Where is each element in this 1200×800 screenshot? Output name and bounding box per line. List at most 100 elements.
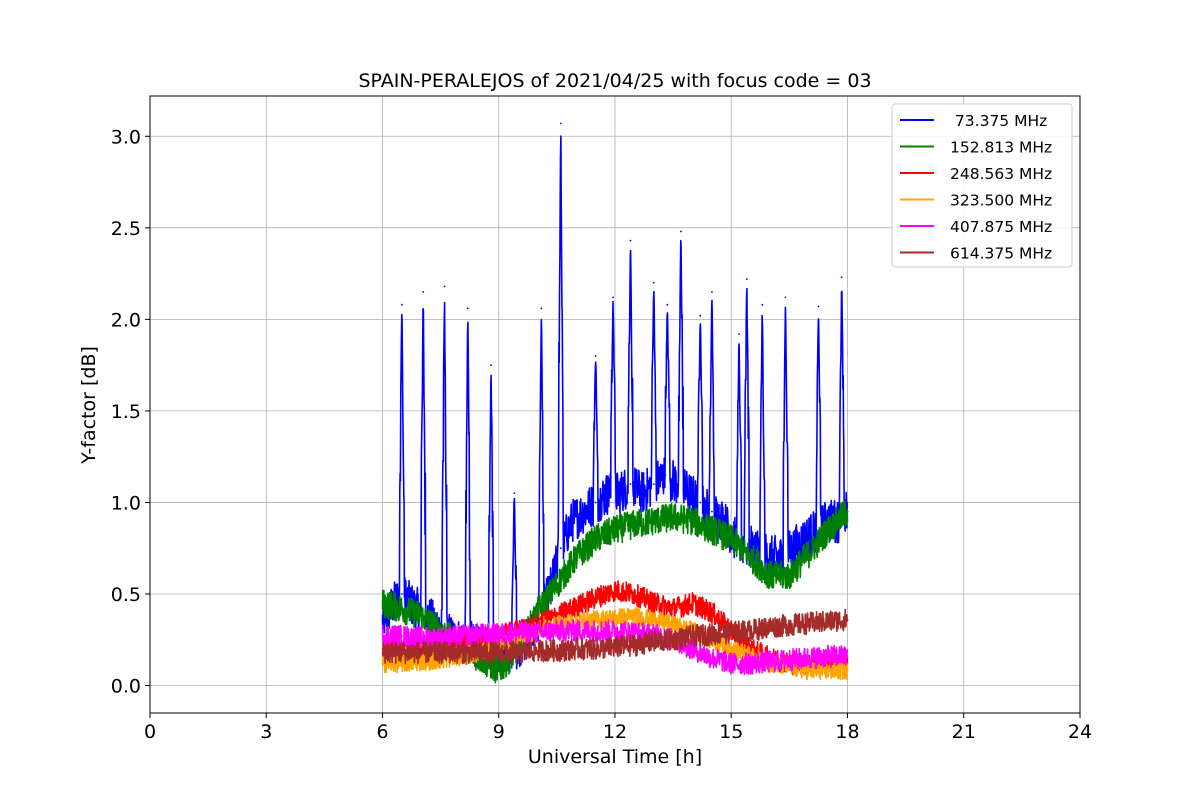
data-point [633,615,636,617]
y-tick-label: 3.0 [111,126,141,148]
data-point [517,651,519,654]
data-point [846,670,849,672]
data-point [672,638,674,641]
data-series [381,122,849,684]
spike-point [401,303,403,306]
data-point [420,637,423,639]
data-point [804,538,806,540]
data-point [556,629,558,632]
data-point [827,670,829,672]
data-point [807,670,810,672]
data-point [459,635,461,637]
series-line [381,606,849,681]
x-tick-label: 24 [1068,721,1092,743]
legend-label: 248.563 MHz [950,165,1052,183]
data-point [757,547,760,550]
x-tick-label: 12 [603,721,627,743]
spike-point [443,285,446,288]
data-point [381,651,384,654]
data-point [420,615,423,617]
spike-point [680,230,682,233]
data-point [699,501,702,504]
data-point [633,644,636,647]
data-point [691,648,694,650]
y-tick-label: 2.5 [111,218,141,240]
data-point [575,556,578,559]
x-tick-label: 9 [493,721,505,743]
chart-title: SPAIN-PERALEJOS of 2021/04/25 with focus… [358,70,871,92]
x-tick-label: 15 [719,721,743,743]
data-point [652,602,655,604]
spike-point [594,355,597,357]
data-point [381,633,384,636]
legend-label: 407.875 MHz [950,218,1052,236]
data-point [459,651,461,654]
data-point [691,519,694,522]
data-point [641,492,643,495]
data-point [556,583,558,586]
data-point [614,589,616,592]
x-tick-label: 18 [835,721,859,743]
data-point [672,516,674,518]
data-point [711,611,713,614]
data-point [633,523,636,526]
data-point [571,519,574,522]
x-tick-label: 6 [376,721,388,743]
x-tick-label: 0 [144,721,156,743]
data-point [439,651,442,654]
data-point [652,618,655,621]
data-point [556,649,558,652]
data-point [807,657,810,659]
legend-label: 614.375 MHz [950,245,1052,263]
data-point [420,648,423,650]
data-point [594,501,597,504]
x-tick-label: 21 [952,721,976,743]
data-point [401,593,403,595]
data-point [606,492,609,495]
spike-point [466,307,469,310]
data-point [769,574,771,577]
data-point [594,629,597,632]
spike-point [840,276,843,279]
data-point [536,649,539,652]
data-point [827,662,829,665]
spike-point [699,314,702,317]
data-point [420,660,423,663]
data-point [536,631,539,634]
data-point [629,483,632,485]
data-point [594,596,597,599]
data-point [381,602,384,604]
data-point [730,662,733,665]
data-point [478,633,481,636]
data-point [807,622,810,625]
data-point [769,626,771,628]
spike-point [711,291,713,293]
data-point [614,529,616,531]
data-point [583,510,585,513]
data-point [827,620,829,623]
data-point [827,655,829,658]
spike-point [738,333,740,335]
data-point [792,547,795,550]
data-point [594,648,597,650]
spike-point [513,492,516,495]
spike-point [784,296,787,299]
series-5 [381,608,849,665]
data-point [652,483,655,485]
data-point [575,629,578,632]
data-point [594,618,597,621]
spike-point [612,296,614,299]
data-point [711,510,713,513]
data-point [497,670,500,672]
data-point [614,646,616,648]
data-point [614,629,616,632]
spike-point [745,278,748,280]
data-point [594,538,597,540]
data-point [401,607,403,610]
data-point [788,659,791,661]
data-point [687,492,690,495]
data-point [691,602,694,604]
axis-ticks: 0 3 6 9 12 15 18 21 24 0.0 0.5 1.0 1.5 2.0 2.5 3.0 [111,126,1092,743]
data-point [575,605,578,608]
